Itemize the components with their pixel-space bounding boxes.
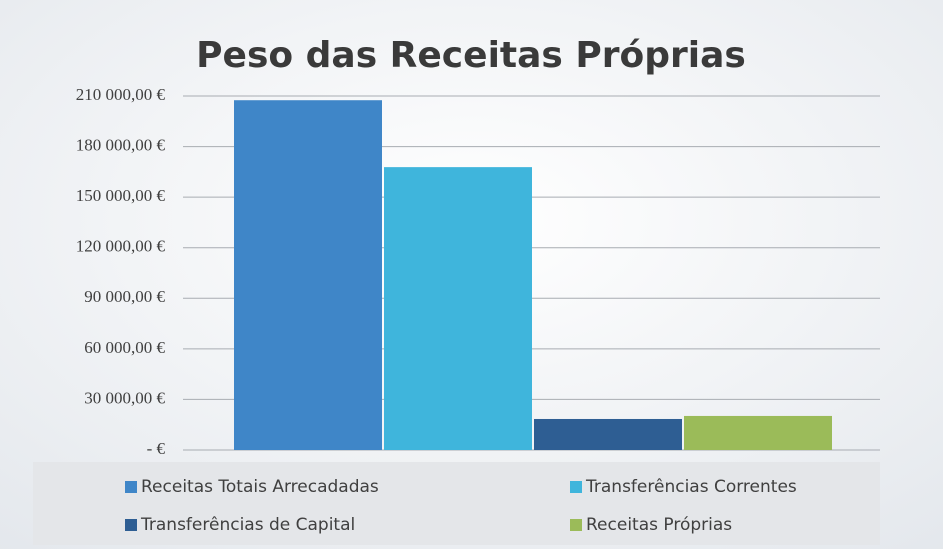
y-tick-label: 120 000,00 € — [76, 237, 166, 256]
y-tick-label: 60 000,00 € — [84, 338, 165, 357]
legend-label: Receitas Próprias — [586, 515, 732, 535]
legend-swatch — [570, 481, 582, 493]
y-tick-label: 150 000,00 € — [76, 186, 166, 205]
bar — [684, 415, 832, 450]
legend-label: Receitas Totais Arrecadadas — [141, 477, 379, 497]
y-tick-label: 90 000,00 € — [84, 287, 165, 306]
legend-label: Transferências de Capital — [140, 515, 355, 535]
bar — [234, 100, 382, 450]
y-tick-label: 180 000,00 € — [76, 135, 166, 154]
y-tick-label: 210 000,00 € — [76, 85, 166, 104]
legend-swatch — [570, 519, 582, 531]
bar — [534, 418, 682, 450]
y-tick-label: - € — [147, 439, 166, 458]
y-tick-label: 30 000,00 € — [84, 388, 165, 407]
legend-swatch — [125, 481, 137, 493]
legend-swatch — [125, 519, 137, 531]
legend-label: Transferências Correntes — [585, 477, 797, 497]
chart-title: Peso das Receitas Próprias — [196, 35, 746, 76]
bar — [384, 167, 532, 450]
legend-box — [33, 462, 880, 545]
